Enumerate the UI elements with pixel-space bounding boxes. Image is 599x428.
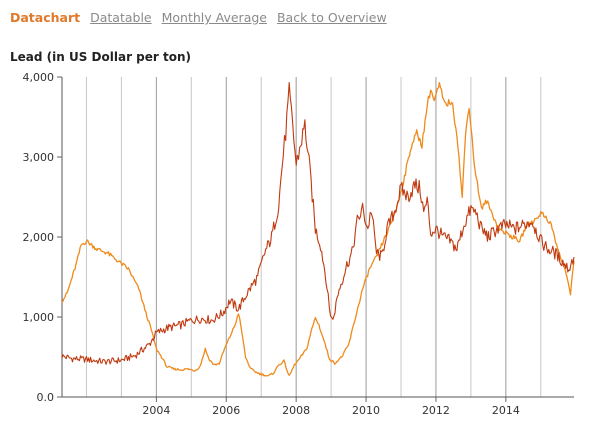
series-layer (61, 81, 575, 377)
x-tick-label: 2008 (282, 404, 310, 417)
tab-datatable[interactable]: Datatable (90, 10, 152, 25)
tab-back-to-overview[interactable]: Back to Overview (276, 10, 387, 25)
y-tick-label: 1,000 (23, 311, 55, 324)
x-tick-label: 2010 (352, 404, 380, 417)
y-tick-label: 3,000 (23, 151, 55, 164)
y-tick-label: 2,000 (23, 231, 55, 244)
tick-label-layer: 2004 2006 2008 2010 2012 2014 0.0 1,000 2,000 3,0… (23, 71, 520, 417)
x-tick-label: 2004 (142, 404, 170, 417)
series-line-dark (61, 82, 575, 365)
y-tick-label: 0.0 (37, 391, 55, 404)
grid-layer (85, 77, 542, 397)
series-line-orange (61, 81, 575, 377)
axis-layer (57, 76, 574, 402)
view-tabs: Datachart Datatable Monthly Average Back… (10, 10, 387, 28)
chart-title: Lead (in US Dollar per ton) (10, 50, 191, 64)
y-tick-label: 4,000 (23, 71, 55, 84)
x-tick-label: 2006 (212, 404, 240, 417)
tab-monthly-average[interactable]: Monthly Average (161, 10, 267, 25)
x-tick-label: 2012 (422, 404, 450, 417)
x-tick-label: 2014 (492, 404, 520, 417)
tab-datachart[interactable]: Datachart (10, 10, 81, 25)
